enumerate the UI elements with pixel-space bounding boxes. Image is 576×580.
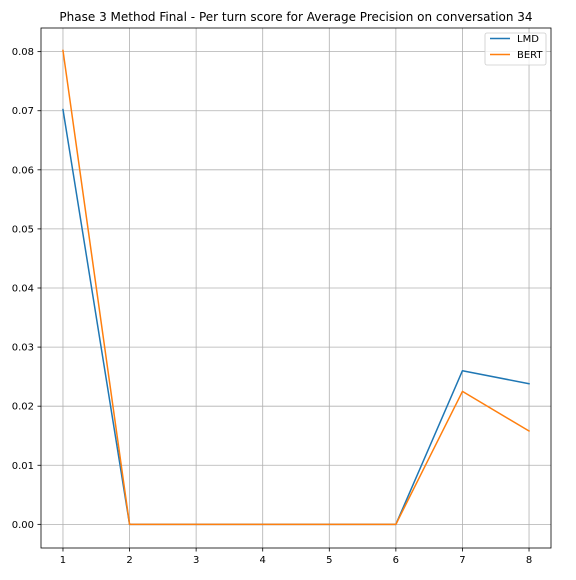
- x-tick-label: 6: [393, 555, 399, 566]
- axis-ticks: 1 2 3 4 5 6 7 8 0.00 0.01 0.02 0.03 0.04 0.05 0.06 0.07…: [12, 47, 532, 566]
- x-tick-label: 1: [60, 555, 66, 566]
- y-tick-label: 0.02: [12, 402, 34, 413]
- y-tick-label: 0.03: [12, 343, 34, 354]
- x-tick-label: 4: [260, 555, 266, 566]
- grid-lines: [41, 28, 551, 548]
- chart-title: Phase 3 Method Final - Per turn score fo…: [59, 10, 532, 24]
- legend-label-bert: BERT: [517, 50, 543, 61]
- x-tick-label: 8: [526, 555, 532, 566]
- series-lines: [62, 49, 531, 526]
- series-line-bert: [62, 49, 531, 526]
- x-tick-label: 2: [126, 555, 132, 566]
- y-tick-label: 0.06: [12, 165, 34, 176]
- legend: LMD BERT: [484, 32, 547, 66]
- y-tick-label: 0.00: [12, 520, 34, 531]
- y-tick-label: 0.08: [12, 47, 34, 58]
- x-tick-label: 5: [326, 555, 332, 566]
- legend-box: [484, 32, 547, 66]
- y-tick-label: 0.04: [12, 284, 34, 295]
- legend-label-lmd: LMD: [517, 34, 539, 45]
- x-tick-label: 3: [193, 555, 199, 566]
- x-tick-label: 7: [459, 555, 465, 566]
- y-tick-label: 0.07: [12, 106, 34, 117]
- y-tick-label: 0.05: [12, 224, 34, 235]
- y-tick-label: 0.01: [12, 461, 34, 472]
